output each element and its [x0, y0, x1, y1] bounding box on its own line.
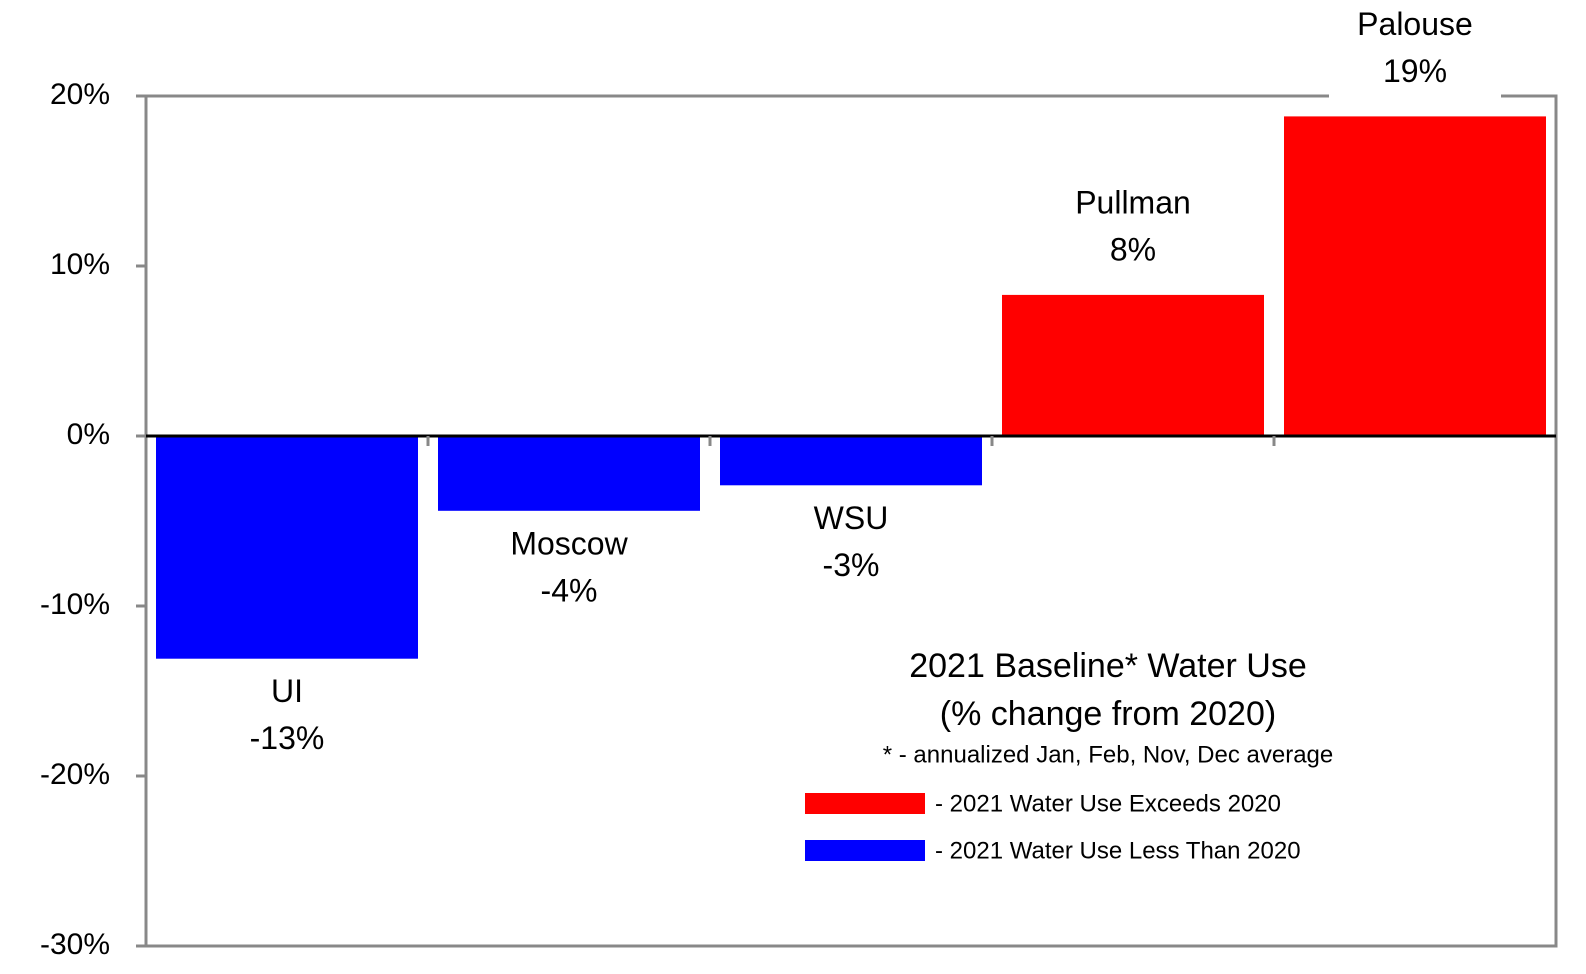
value-label: 8%	[1110, 231, 1156, 267]
value-label: -13%	[250, 720, 325, 756]
category-label: WSU	[814, 500, 889, 536]
value-label: 19%	[1383, 53, 1447, 89]
bar	[1002, 294, 1264, 436]
legend-note: * - annualized Jan, Feb, Nov, Dec averag…	[883, 741, 1333, 768]
legend-swatch	[805, 793, 925, 814]
y-tick-label: 10%	[50, 248, 110, 281]
legend-label: - 2021 Water Use Exceeds 2020	[935, 790, 1281, 817]
value-label: -3%	[823, 547, 880, 583]
y-tick-label: 20%	[50, 78, 110, 111]
category-label: Pullman	[1075, 184, 1191, 220]
legend-title: 2021 Baseline* Water Use	[909, 647, 1307, 685]
bar	[720, 436, 982, 486]
y-tick-label: -10%	[40, 588, 110, 621]
category-label: UI	[271, 673, 303, 709]
legend-swatch	[805, 840, 925, 861]
bar	[1284, 116, 1546, 437]
y-tick-label: -20%	[40, 758, 110, 791]
legend-label: - 2021 Water Use Less Than 2020	[935, 837, 1301, 864]
bar	[156, 436, 418, 659]
label-backdrop	[1329, 0, 1501, 100]
category-label: Moscow	[510, 525, 628, 561]
legend-subtitle: (% change from 2020)	[940, 695, 1276, 733]
value-label: -4%	[541, 572, 598, 608]
category-label: Palouse	[1357, 6, 1473, 42]
y-tick-label: 0%	[67, 418, 110, 451]
y-tick-label: -30%	[40, 928, 110, 961]
bar	[438, 436, 700, 511]
plot-frame	[144, 94, 1558, 948]
